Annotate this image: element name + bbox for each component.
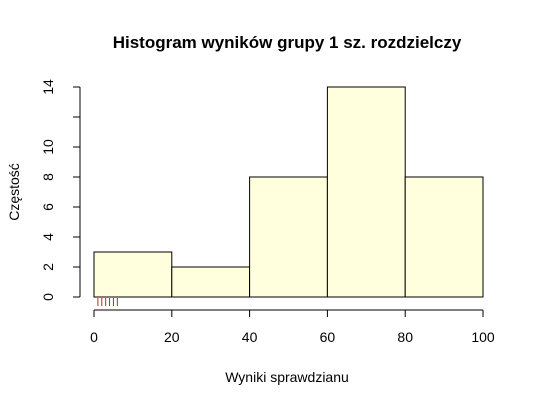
x-tick-label-60: 60 xyxy=(320,329,336,345)
x-tick-label-40: 40 xyxy=(242,329,258,345)
y-tick-label-2: 2 xyxy=(40,263,56,271)
bar-1 xyxy=(93,251,173,298)
y-axis-label: Częstość xyxy=(6,163,22,221)
x-axis: 0 20 40 60 80 100 xyxy=(90,309,495,345)
y-tick-label-10: 10 xyxy=(40,139,56,155)
x-tick-label-20: 20 xyxy=(164,329,180,345)
bar-2 xyxy=(171,266,251,298)
chart-title: Histogram wyników grupy 1 sz. rozdzielcz… xyxy=(113,33,462,52)
rug-group xyxy=(97,298,118,306)
x-tick-label-0: 0 xyxy=(90,329,98,345)
y-tick-label-4: 4 xyxy=(40,233,56,241)
y-axis: 0 2 4 6 8 10 14 xyxy=(40,79,81,301)
bar-3 xyxy=(249,176,328,298)
x-tick-label-80: 80 xyxy=(397,329,413,345)
bar-5 xyxy=(404,176,484,298)
x-tick-label-100: 100 xyxy=(471,329,495,345)
y-tick-label-8: 8 xyxy=(40,173,56,181)
bar-4 xyxy=(326,86,406,298)
y-tick-label-14: 14 xyxy=(40,79,56,95)
x-axis-label: Wyniki sprawdzianu xyxy=(225,369,349,385)
y-tick-label-0: 0 xyxy=(40,293,56,301)
y-tick-label-6: 6 xyxy=(40,203,56,211)
bars-group xyxy=(93,86,484,298)
